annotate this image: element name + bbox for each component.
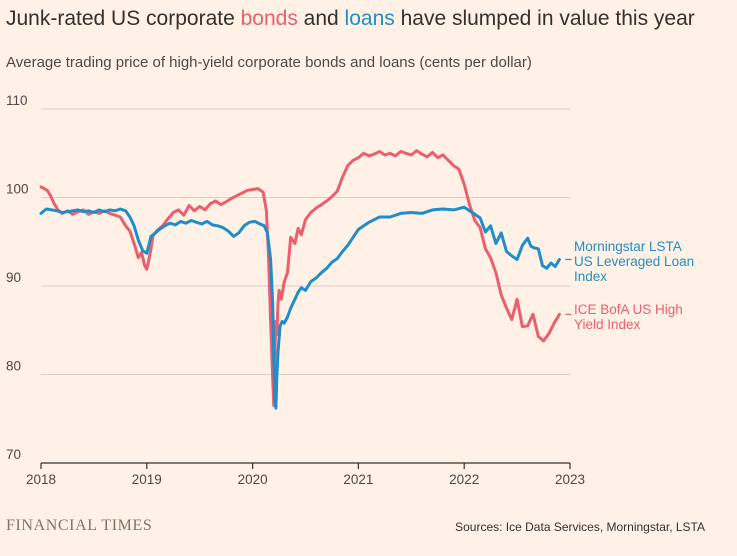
legend-loans-line-1: Morningstar LSTA [574, 239, 682, 254]
chart-title: Junk-rated US corporate bonds and loans … [6, 6, 695, 32]
title-highlight-loans: loans [344, 7, 395, 30]
y-tick-label-100: 100 [6, 182, 29, 197]
x-tick-label-2018: 2018 [26, 472, 56, 487]
chart-subtitle: Average trading price of high-yield corp… [6, 54, 532, 71]
source-note: Sources: Ice Data Services, Morningstar,… [455, 520, 705, 534]
ft-brand-logo: FINANCIAL TIMES [6, 517, 153, 534]
legend-loans-line-2: US Leveraged Loan [574, 254, 695, 269]
y-tick-label-70: 70 [6, 447, 21, 462]
x-tick-label-2019: 2019 [132, 472, 162, 487]
series-line-bonds [39, 149, 561, 407]
x-tick-label-2022: 2022 [449, 472, 479, 487]
title-highlight-bonds: bonds [240, 7, 298, 30]
x-tick-label-2021: 2021 [343, 472, 373, 487]
legend-label-loans: Morningstar LSTA US Leveraged Loan Index [574, 239, 694, 284]
series-line-loans [39, 205, 561, 410]
title-part-before: Junk-rated US corporate [6, 7, 241, 30]
legend-bonds-line-1: ICE BofA US High [574, 302, 683, 317]
x-tick-label-2020: 2020 [238, 472, 268, 487]
connector-layer [565, 258, 572, 315]
legend-bonds-line-2: Yield Index [574, 317, 641, 332]
axis-layer: 70 80 90 100 110 2018 2019 2020 2021 2022 2023 [6, 93, 585, 487]
x-tick-label-2023: 2023 [555, 472, 585, 487]
title-part-middle: and [297, 7, 345, 30]
y-tick-label-90: 90 [6, 270, 21, 285]
grid-layer [41, 108, 570, 375]
title-part-after: have slumped in value this year [394, 7, 695, 30]
y-tick-label-80: 80 [6, 359, 21, 374]
legend-loans-line-3: Index [574, 269, 608, 284]
legend-label-bonds: ICE BofA US High Yield Index [574, 302, 683, 332]
series-layer [39, 149, 561, 410]
y-tick-label-110: 110 [6, 93, 28, 108]
